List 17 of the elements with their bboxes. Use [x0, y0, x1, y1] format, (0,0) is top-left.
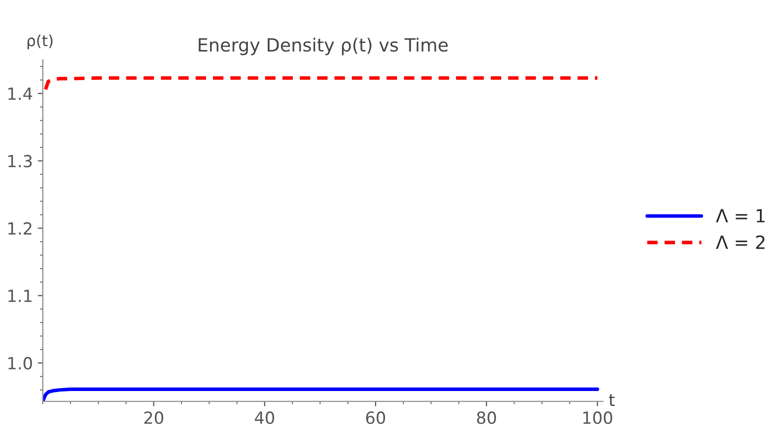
- line-series: [42, 388, 600, 402]
- x-axis-title: t: [609, 394, 615, 406]
- y-tick-label: 1.3: [8, 154, 32, 168]
- y-tick-label: 1.2: [8, 222, 32, 235]
- chart-title: Energy Density ρ(t) vs Time: [198, 38, 448, 56]
- x-tick-label: 20: [144, 411, 164, 424]
- x-tick-label: 100: [583, 411, 612, 424]
- legend-label: Λ = 2: [716, 235, 764, 249]
- y-tick-label: 1.4: [8, 88, 32, 100]
- x-tick-label: 60: [366, 411, 386, 424]
- y-tick-label: 1.0: [8, 356, 32, 370]
- y-axis-title: ρ(t): [28, 34, 52, 50]
- legend-label: Λ = 1: [716, 209, 765, 222]
- y-tick-label: 1.1: [8, 290, 32, 302]
- line-series: [44, 76, 600, 92]
- x-tick-label: 40: [254, 411, 274, 424]
- x-tick-label: 80: [477, 411, 496, 424]
